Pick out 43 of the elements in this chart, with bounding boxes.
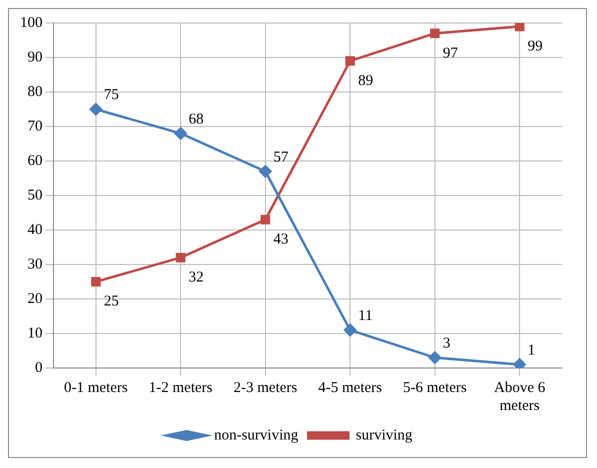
y-tick-label: 30	[28, 256, 42, 272]
y-tick-label: 50	[28, 187, 42, 204]
point	[176, 252, 186, 262]
point	[91, 276, 101, 287]
y-tick-label: 80	[28, 84, 42, 100]
y-tick-label: 100	[20, 14, 42, 31]
point	[345, 56, 355, 66]
x-tick-label: 0-1 meters	[64, 380, 128, 396]
point	[174, 127, 187, 140]
y-tick-label: 70	[28, 118, 42, 134]
x-tick-label: 5-6 meters	[403, 380, 467, 396]
point	[260, 214, 270, 224]
legend-label: non-surviving	[214, 427, 299, 444]
point	[513, 358, 526, 368]
data-label: 89	[358, 72, 374, 89]
data-label: 11	[358, 308, 373, 324]
point	[430, 28, 440, 38]
x-tick-label: 4-5 meters	[318, 380, 382, 396]
point	[514, 23, 524, 32]
point	[90, 103, 102, 116]
data-label: 99	[528, 38, 543, 54]
y-tick-label: 40	[28, 222, 42, 238]
data-label: 32	[188, 270, 204, 286]
point	[259, 165, 272, 178]
y-tick-label: 20	[28, 290, 42, 307]
x-tick-label: 2-3 meters	[234, 380, 298, 396]
y-tick-label: 90	[28, 49, 42, 66]
data-label: 25	[104, 294, 119, 310]
x-tick-label: Above 6 meters	[494, 380, 546, 414]
legend-label: surviving	[356, 427, 413, 444]
data-label: 3	[442, 336, 450, 352]
y-tick-label: 0	[35, 360, 42, 376]
y-tick-label: 10	[28, 325, 42, 342]
x-tick-label: 1-2 meters	[148, 380, 213, 396]
data-label: 97	[442, 45, 458, 62]
data-label: 75	[104, 87, 119, 104]
point	[428, 351, 442, 364]
data-label: 57	[273, 149, 289, 166]
data-label: 68	[188, 111, 204, 128]
data-label: 43	[273, 232, 288, 248]
point	[344, 324, 356, 336]
y-tick-label: 60	[28, 152, 42, 169]
data-label: 1	[528, 342, 536, 358]
